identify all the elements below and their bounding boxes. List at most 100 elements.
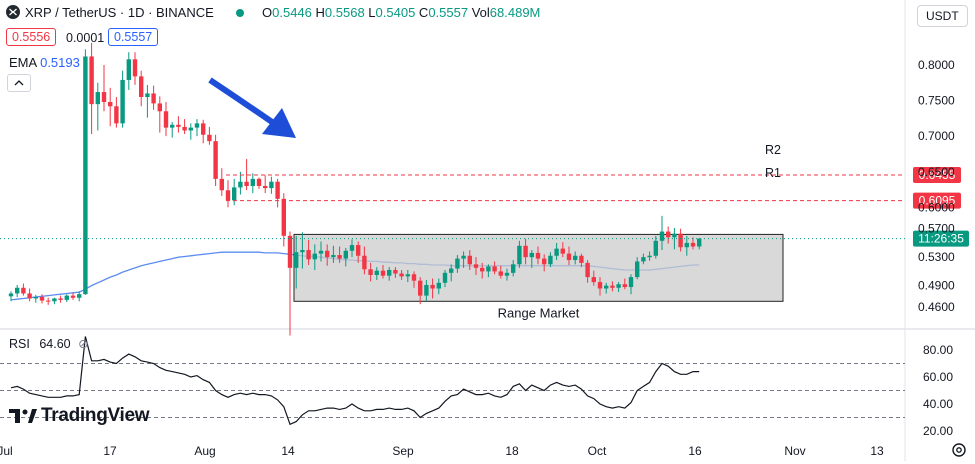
symbol-title[interactable]: XRP / TetherUS · 1D · BINANCE — [25, 5, 214, 20]
candle-body — [170, 124, 175, 128]
candle — [622, 278, 627, 290]
candle-body — [511, 264, 516, 273]
candle — [560, 242, 565, 258]
candle-body — [294, 252, 299, 268]
candle — [89, 42, 94, 135]
r2-label: R2 — [765, 143, 781, 157]
time-tick-label: Nov — [784, 444, 805, 458]
candle — [139, 70, 144, 107]
candle-body — [368, 269, 373, 275]
candle — [666, 226, 671, 244]
rsi-tick-label: 20.00 — [923, 424, 953, 438]
time-tick-label: Aug — [194, 444, 215, 458]
time-tick-label: 16 — [688, 444, 702, 458]
currency-selector[interactable]: USDT — [917, 5, 968, 27]
candle-body — [380, 270, 386, 276]
ema-legend[interactable]: EMA 0.5193 — [9, 55, 80, 70]
candle-body — [287, 235, 293, 268]
candle-body — [163, 111, 169, 128]
collapse-legend-button[interactable] — [7, 74, 31, 92]
tradingview-logo[interactable]: TradingView — [9, 405, 150, 427]
candle-body — [436, 282, 441, 289]
candle — [374, 267, 379, 280]
candle — [182, 119, 187, 135]
candle — [523, 238, 528, 265]
r1-label: R1 — [765, 166, 781, 180]
sell-button[interactable]: 0.5556 — [6, 28, 57, 46]
rsi-line — [10, 336, 700, 426]
candle-body — [244, 181, 249, 186]
candle-body — [610, 285, 615, 288]
candle — [436, 278, 441, 295]
candle — [27, 288, 32, 302]
settings-button[interactable] — [950, 441, 968, 464]
candle — [690, 237, 696, 250]
high-value: 0.5568 — [324, 5, 365, 20]
candle-body — [263, 186, 268, 189]
ema-label: EMA — [9, 55, 37, 70]
spread-value: 0.0001 — [66, 31, 105, 45]
candle — [269, 176, 274, 194]
candle-body — [281, 198, 286, 236]
candle-body — [250, 178, 255, 186]
candle — [46, 297, 51, 305]
countdown-tag — [913, 230, 969, 247]
candle — [659, 215, 665, 251]
candle-body — [232, 187, 237, 201]
candle — [225, 180, 231, 208]
candle-body — [697, 238, 702, 247]
candle — [145, 84, 150, 118]
candle-body — [641, 257, 646, 262]
candle — [610, 281, 615, 292]
candle-body — [331, 255, 336, 258]
candle-body — [678, 233, 683, 248]
candle — [554, 242, 559, 261]
candle-body — [374, 270, 379, 275]
candle — [58, 295, 63, 303]
gear-icon — [952, 443, 966, 457]
candle — [442, 269, 448, 288]
rsi-legend[interactable]: RSI 64.60 ⊘ — [9, 336, 89, 351]
candle-body — [690, 242, 696, 247]
candle-body — [523, 245, 528, 258]
resistance-price-tag — [913, 192, 961, 209]
candle-body — [8, 293, 14, 297]
candle-body — [46, 300, 51, 302]
candle — [101, 65, 107, 112]
candle-body — [312, 253, 317, 260]
candle-body — [467, 255, 472, 265]
candle — [52, 297, 57, 305]
candle-body — [349, 245, 355, 251]
candle-body — [176, 124, 181, 127]
candle-body — [225, 190, 231, 201]
candle — [219, 168, 224, 196]
brand-name: TradingView — [41, 405, 150, 426]
resistance-price-text: 0.6095 — [919, 194, 956, 208]
hide-indicator-icon[interactable]: ⊘ — [78, 337, 89, 351]
candle-body — [480, 267, 485, 272]
rsi-value: 64.60 — [39, 337, 71, 351]
open-label: O — [262, 5, 273, 20]
candle-body — [64, 295, 69, 300]
candle — [424, 279, 429, 302]
candle-body — [418, 280, 423, 296]
candle — [387, 267, 392, 281]
candle — [678, 228, 683, 252]
candle — [684, 235, 689, 256]
candle-body — [647, 255, 652, 258]
price-tick-label: 0.6500 — [918, 165, 955, 179]
time-tick-label: Sep — [392, 444, 414, 458]
candle-body — [39, 297, 45, 301]
rsi-label: RSI — [9, 337, 30, 351]
candle-body — [83, 56, 88, 295]
candle — [194, 119, 200, 137]
buy-button[interactable]: 0.5557 — [108, 28, 159, 46]
candle-body — [653, 240, 658, 256]
candle-body — [554, 248, 559, 256]
candle — [641, 253, 646, 265]
candle — [535, 246, 541, 265]
candle-body — [628, 277, 634, 288]
price-tick-label: 0.4600 — [918, 300, 955, 314]
candle-body — [486, 266, 491, 272]
